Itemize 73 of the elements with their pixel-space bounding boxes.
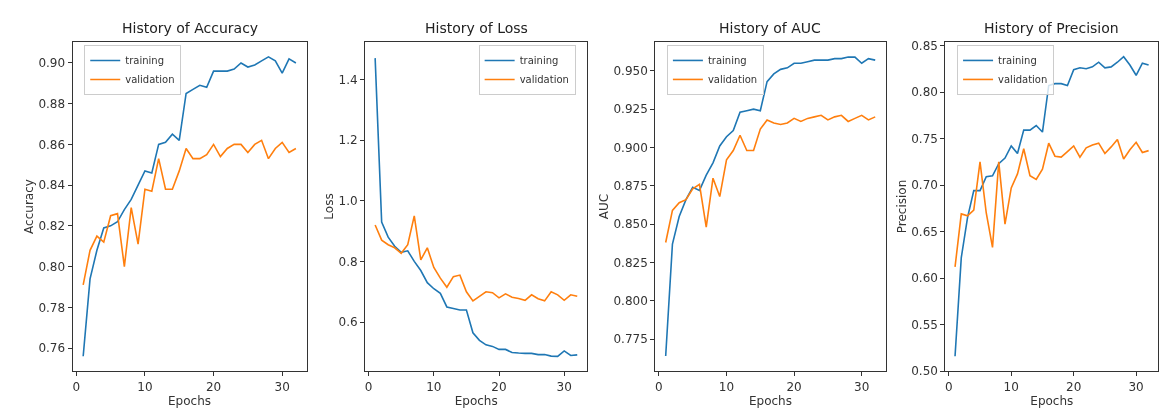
chart-title: History of Loss (425, 20, 528, 36)
line-series (664, 114, 877, 244)
y-tick-label: 0.900 (613, 140, 648, 155)
y-tick-label: 0.825 (613, 255, 648, 270)
x-tick-label: 20 (205, 379, 222, 394)
legend-label: validation (998, 74, 1048, 86)
y-tick-label: 0.50 (911, 364, 938, 379)
y-tick-label: 0.82 (38, 219, 66, 234)
x-tick-label: 20 (786, 379, 802, 394)
y-axis-title: AUC (596, 193, 611, 220)
y-tick-label: 0.800 (613, 293, 648, 308)
legend-label: validation (125, 74, 175, 86)
y-tick-label: 1.0 (338, 193, 358, 208)
x-tick-label: 0 (944, 379, 953, 394)
chart-title: History of Accuracy (122, 20, 259, 36)
legend-label: training (519, 55, 559, 67)
y-tick-label: 0.8 (338, 254, 358, 269)
x-tick-label: 0 (655, 379, 663, 394)
x-tick-label: 20 (1066, 379, 1082, 394)
y-tick-label: 0.6 (338, 315, 358, 330)
x-axis-title: Epochs (168, 393, 212, 408)
y-tick-label: 0.80 (911, 85, 938, 100)
line-series (82, 139, 297, 286)
legend-label: validation (519, 74, 569, 86)
y-tick-label: 0.84 (38, 178, 66, 193)
y-tick-label: 0.925 (613, 102, 648, 117)
x-tick-label: 10 (426, 379, 442, 394)
y-axis-title: Precision (894, 179, 909, 234)
line-series (374, 215, 579, 302)
y-tick-label: 0.55 (911, 317, 938, 332)
x-tick-label: 30 (1128, 379, 1144, 394)
y-tick-label: 0.850 (613, 217, 648, 232)
y-tick-label: 0.80 (38, 259, 66, 274)
x-tick-label: 10 (1003, 379, 1019, 394)
y-tick-label: 1.4 (338, 72, 358, 87)
chart-title: History of AUC (719, 20, 822, 36)
line-series (82, 56, 297, 357)
y-tick-label: 0.875 (613, 179, 648, 194)
y-tick-label: 0.70 (911, 178, 938, 193)
chart-title: History of Precision (984, 20, 1119, 36)
y-axis-title: Loss (321, 193, 336, 220)
y-tick-label: 0.88 (38, 96, 66, 111)
x-tick-label: 30 (274, 379, 290, 394)
y-tick-label: 0.86 (38, 137, 66, 152)
legend-label: training (125, 55, 164, 67)
x-tick-label: 30 (556, 379, 572, 394)
y-tick-label: 0.775 (613, 332, 648, 347)
y-tick-label: 0.85 (911, 38, 938, 53)
x-tick-label: 10 (137, 379, 153, 394)
y-tick-label: 0.65 (911, 224, 938, 239)
y-tick-label: 0.60 (911, 271, 938, 286)
y-axis-title: Accuracy (21, 179, 36, 234)
legend-label: validation (707, 74, 758, 86)
line-series (374, 57, 579, 358)
x-tick-label: 30 (854, 379, 870, 394)
x-tick-label: 0 (72, 379, 81, 394)
x-tick-label: 20 (491, 379, 507, 394)
line-series (664, 56, 877, 357)
x-tick-label: 0 (364, 379, 373, 394)
x-axis-title: Epochs (1030, 393, 1074, 408)
line-series (954, 55, 1150, 358)
y-tick-label: 0.90 (38, 56, 66, 71)
x-axis-title: Epochs (748, 393, 792, 408)
legend-label: training (707, 55, 747, 67)
y-tick-label: 0.75 (911, 131, 938, 146)
x-axis-title: Epochs (454, 393, 498, 408)
y-tick-label: 0.76 (38, 341, 66, 356)
y-tick-label: 1.2 (338, 133, 358, 148)
y-tick-label: 0.950 (613, 64, 648, 79)
legend-label: training (998, 55, 1037, 67)
line-series (954, 138, 1150, 268)
y-tick-label: 0.78 (38, 300, 66, 315)
x-tick-label: 10 (718, 379, 735, 394)
